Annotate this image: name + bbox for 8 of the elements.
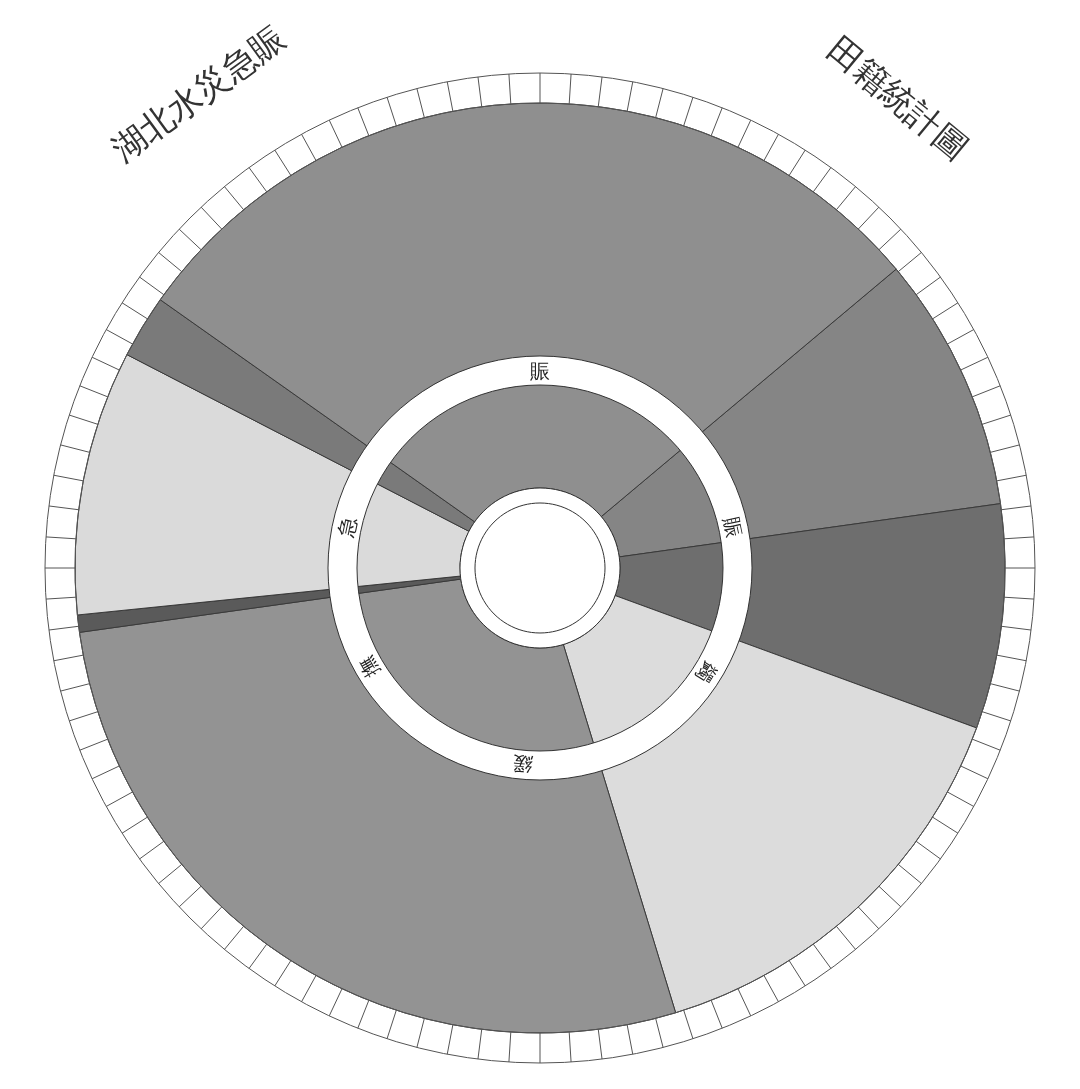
text: 賑 <box>530 359 550 383</box>
text: 緩 <box>511 751 535 778</box>
text: 急 <box>333 514 362 541</box>
chart-subtitle: 田籍統計圖 <box>819 28 977 168</box>
chart-title: 湖北水災急賑 <box>103 16 293 170</box>
text: 蠲 <box>691 657 723 688</box>
text: 賑 <box>718 514 747 540</box>
text: 撫 <box>354 651 385 682</box>
